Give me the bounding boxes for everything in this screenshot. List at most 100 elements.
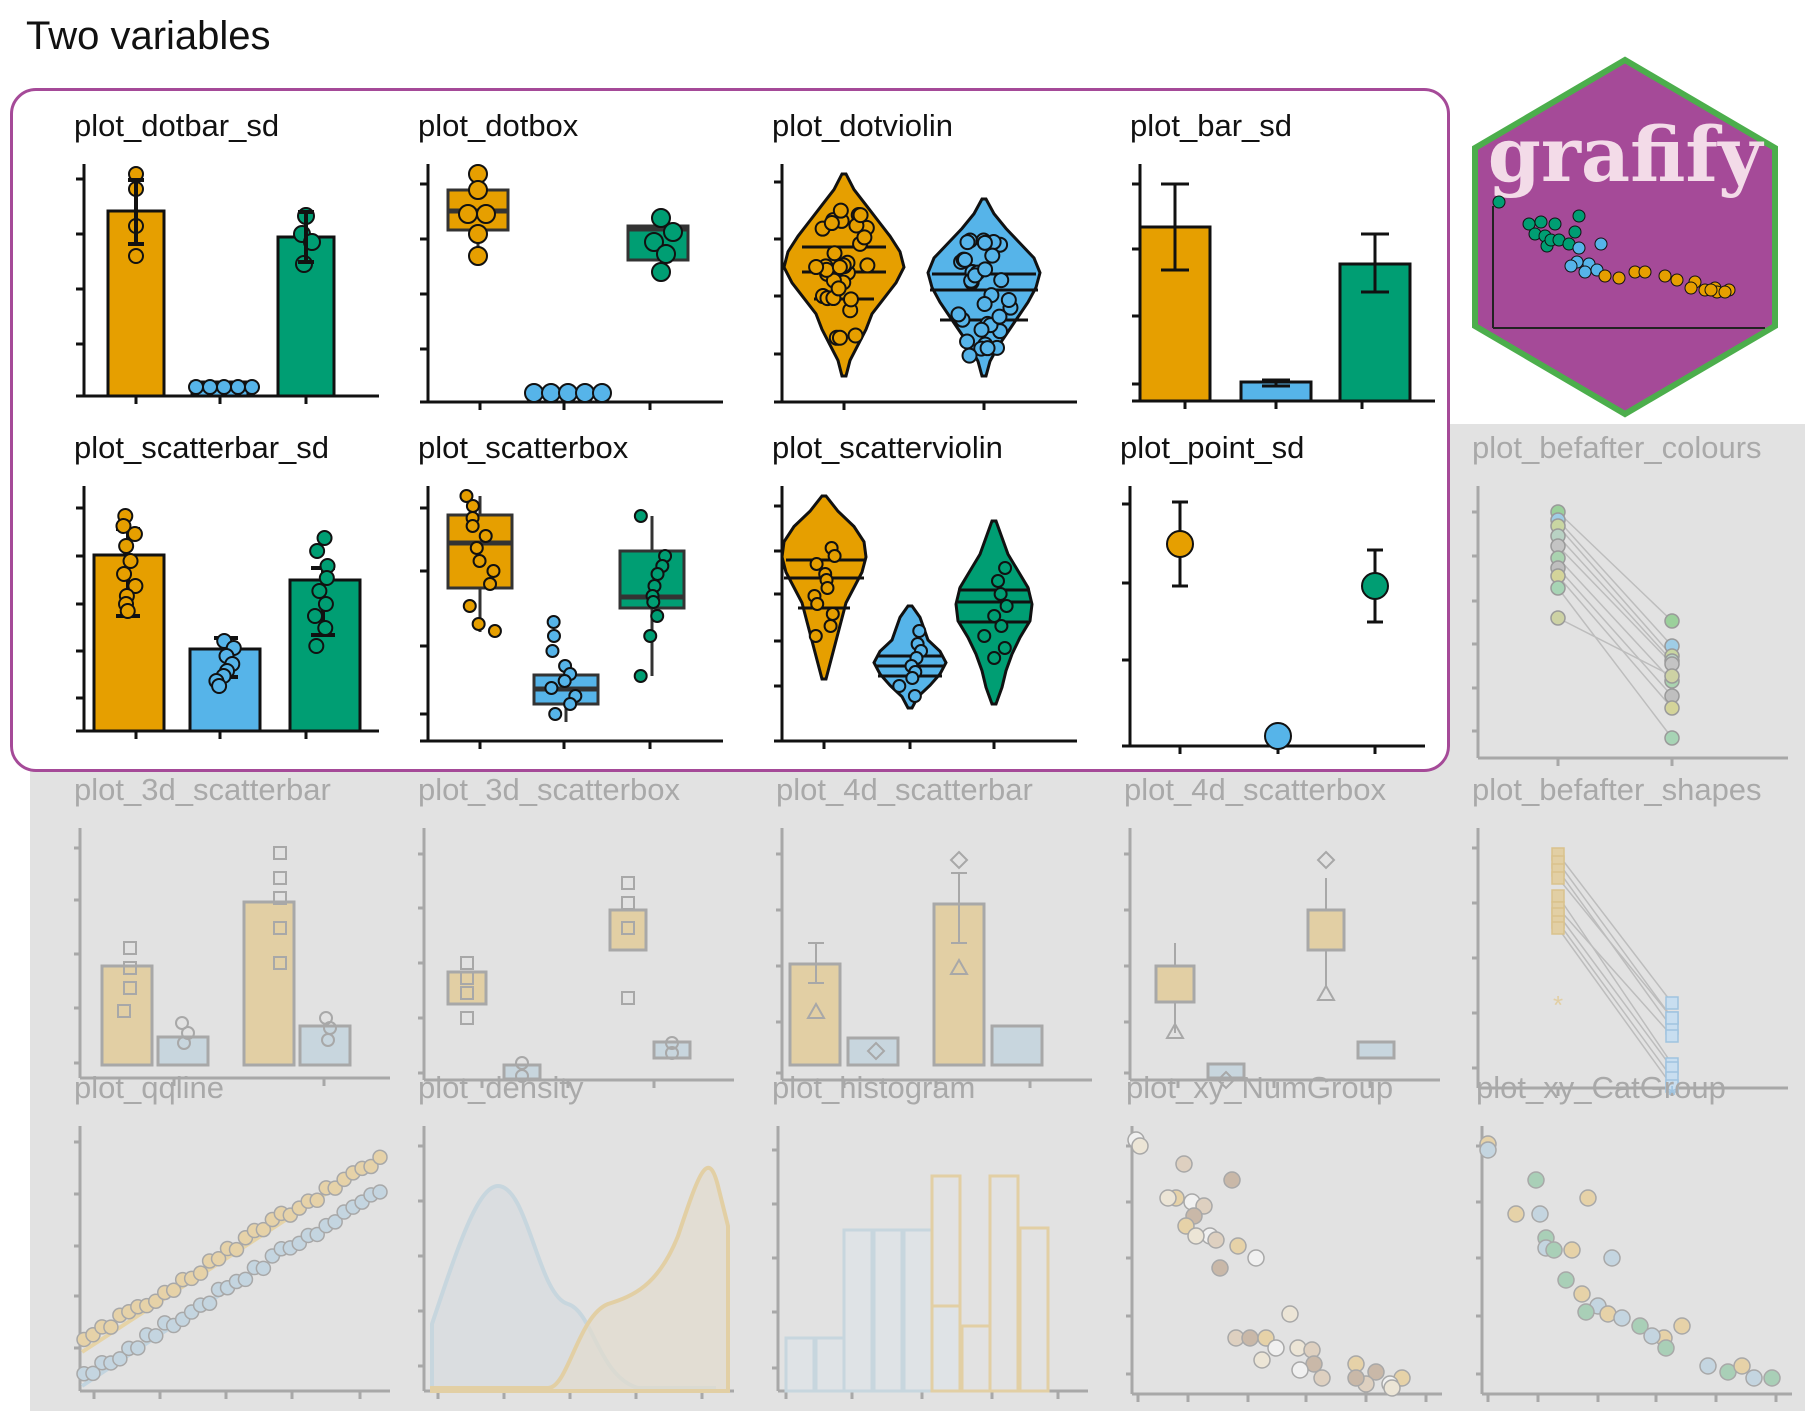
square-marker: [460, 956, 474, 970]
data-point: [1175, 1155, 1193, 1173]
square-marker: [273, 921, 287, 935]
data-point: [993, 587, 1008, 601]
data-point: [956, 251, 973, 268]
pair-line: [1557, 861, 1673, 1019]
data-point: [126, 526, 143, 542]
data-point: [852, 207, 869, 224]
panel-title: plot_3d_scatterbox: [418, 772, 680, 807]
data-point: [1664, 730, 1680, 746]
panel-dotbox: plot_dotbox: [418, 108, 738, 428]
data-point: [462, 599, 477, 613]
data-point: [175, 1016, 189, 1030]
data-point: [148, 1328, 164, 1344]
bar: [960, 1324, 992, 1393]
data-point: [892, 679, 907, 693]
data-point: [998, 561, 1013, 575]
data-point: [372, 1184, 388, 1200]
logo-dot: [1658, 269, 1672, 283]
data-point: [633, 509, 648, 523]
data-point: [976, 295, 993, 312]
panel-title: plot_befafter_shapes: [1472, 772, 1762, 807]
data-point: [308, 638, 325, 654]
data-point: [643, 629, 658, 643]
data-point: [1573, 1285, 1591, 1303]
bar: [930, 1304, 962, 1393]
data-point: [1613, 1309, 1631, 1327]
pair-line: [1557, 587, 1673, 739]
data-point: [1563, 1241, 1581, 1259]
data-point: [244, 379, 260, 395]
data-point: [650, 567, 665, 581]
panel-dotviolin: plot_dotviolin: [772, 108, 1092, 428]
data-point: [1657, 1339, 1675, 1357]
data-point: [487, 624, 502, 638]
data-point: [809, 557, 824, 571]
data-point: [856, 229, 873, 246]
panel-xy-numgroup: plot_xy_NumGroup: [1126, 1070, 1446, 1402]
data-point: [976, 234, 993, 251]
data-point: [1000, 292, 1017, 309]
data-point: [1557, 1271, 1575, 1289]
bar: [1138, 225, 1212, 403]
data-point: [327, 1214, 343, 1230]
data-point: [112, 1351, 128, 1367]
data-point: [548, 707, 563, 721]
data-point: [1733, 1357, 1751, 1375]
panel-title: plot_scatterbox: [418, 430, 629, 465]
triangle-marker: [949, 957, 969, 975]
data-point: [1507, 1205, 1525, 1223]
data-point: [122, 553, 139, 569]
panel-histogram: plot_histogram: [772, 1070, 1092, 1399]
square-marker: [273, 891, 287, 905]
data-point: [230, 379, 246, 395]
data-point: [119, 603, 136, 619]
logo-dot: [1670, 273, 1684, 287]
data-point: [201, 1295, 218, 1311]
data-point: [1550, 610, 1566, 626]
panel-density: plot_density: [418, 1070, 738, 1399]
4d-scatterbar-plot: [776, 828, 1092, 1088]
panel-title: plot_density: [418, 1070, 584, 1105]
logo-dot: [1572, 241, 1586, 255]
data-point: [987, 609, 1002, 623]
panel-title: plot_dotviolin: [772, 108, 953, 143]
data-point: [859, 257, 876, 274]
data-point: [650, 609, 665, 623]
qqline-plot: [74, 1126, 390, 1399]
data-point: [1166, 530, 1194, 558]
logo-dot: [1638, 265, 1652, 279]
data-point: [1673, 1317, 1691, 1335]
data-point: [468, 246, 488, 266]
box: [1356, 1040, 1396, 1060]
data-point: [823, 215, 840, 232]
data-point: [546, 615, 561, 629]
data-point: [825, 607, 840, 621]
data-point: [1631, 1317, 1649, 1335]
pair-line: [1557, 877, 1673, 1019]
data-point: [211, 678, 228, 694]
data-point: [842, 291, 859, 308]
bar: [846, 1036, 900, 1067]
befafter-colours-plot: [1472, 486, 1788, 766]
data-point: [997, 641, 1012, 655]
panel-title: plot_bar_sd: [1130, 108, 1293, 143]
bar: [930, 1174, 962, 1308]
data-point: [237, 1271, 254, 1288]
diamond-marker: [949, 850, 969, 870]
data-point: [128, 248, 144, 264]
logo-dot: [1594, 237, 1608, 251]
square-marker: [1665, 1079, 1679, 1093]
square-marker: [1551, 921, 1565, 935]
logo-dot: [1612, 271, 1626, 285]
pair-line: [1557, 921, 1673, 1079]
data-point: [471, 617, 486, 631]
data-point: [1664, 613, 1680, 629]
box: [1154, 964, 1196, 1004]
data-point: [228, 1241, 245, 1258]
data-point: [830, 280, 847, 297]
data-point: [558, 383, 578, 403]
data-point: [831, 259, 848, 276]
data-point: [1643, 1327, 1661, 1345]
data-point: [177, 1036, 191, 1050]
data-point: [458, 204, 478, 224]
